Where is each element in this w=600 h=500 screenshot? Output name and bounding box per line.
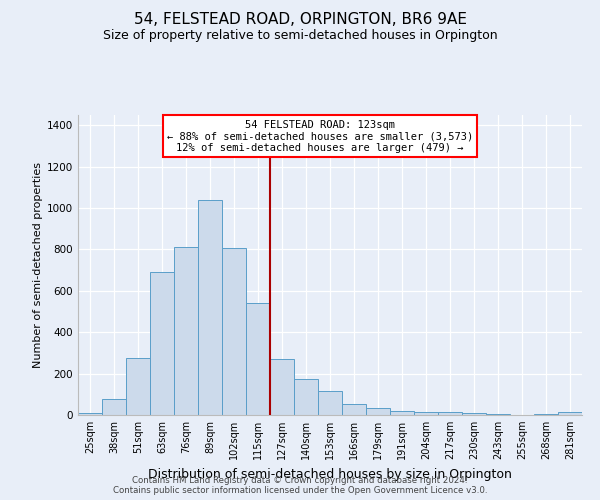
- Text: Contains public sector information licensed under the Open Government Licence v3: Contains public sector information licen…: [113, 486, 487, 495]
- Bar: [198, 200, 222, 415]
- Bar: [78, 413, 102, 415]
- Text: 54, FELSTEAD ROAD, ORPINGTON, BR6 9AE: 54, FELSTEAD ROAD, ORPINGTON, BR6 9AE: [133, 12, 467, 28]
- Text: 54 FELSTEAD ROAD: 123sqm
← 88% of semi-detached houses are smaller (3,573)
12% o: 54 FELSTEAD ROAD: 123sqm ← 88% of semi-d…: [167, 120, 473, 152]
- X-axis label: Distribution of semi-detached houses by size in Orpington: Distribution of semi-detached houses by …: [148, 468, 512, 480]
- Bar: [222, 248, 246, 415]
- Bar: [126, 358, 150, 415]
- Bar: [342, 404, 366, 415]
- Bar: [294, 379, 318, 415]
- Bar: [270, 359, 294, 415]
- Bar: [390, 411, 414, 415]
- Bar: [438, 412, 462, 415]
- Bar: [246, 304, 270, 415]
- Bar: [414, 412, 438, 415]
- Bar: [150, 272, 174, 415]
- Bar: [366, 408, 390, 415]
- Bar: [534, 414, 558, 415]
- Bar: [102, 400, 126, 415]
- Text: Size of property relative to semi-detached houses in Orpington: Size of property relative to semi-detach…: [103, 29, 497, 42]
- Bar: [486, 414, 510, 415]
- Y-axis label: Number of semi-detached properties: Number of semi-detached properties: [33, 162, 43, 368]
- Bar: [318, 391, 342, 415]
- Bar: [174, 248, 198, 415]
- Text: Contains HM Land Registry data © Crown copyright and database right 2024.: Contains HM Land Registry data © Crown c…: [132, 476, 468, 485]
- Bar: [558, 412, 582, 415]
- Bar: [462, 413, 486, 415]
